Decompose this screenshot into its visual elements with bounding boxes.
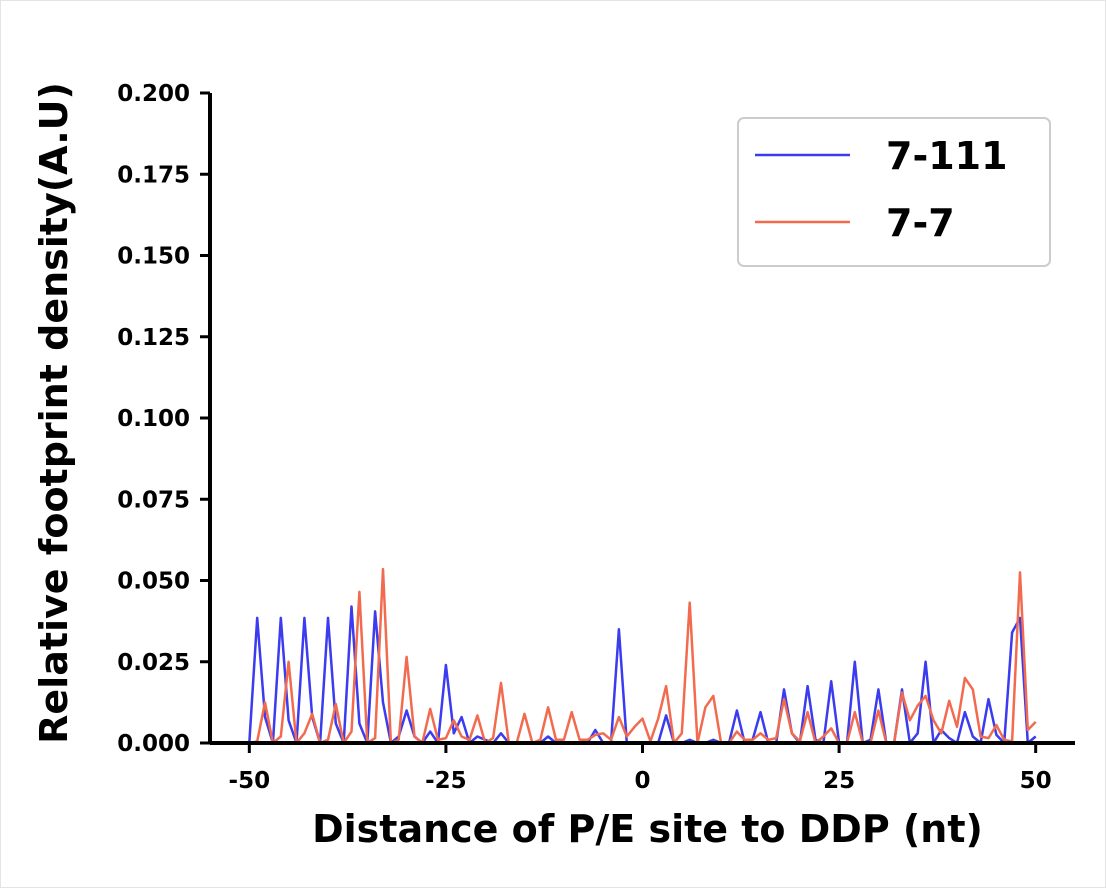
x-tick-label: 50 — [1020, 768, 1052, 794]
x-tick-label: -25 — [425, 768, 467, 794]
y-tick-label: 0.050 — [117, 569, 190, 595]
y-axis-label: Relative footprint density(A.U) — [32, 82, 76, 744]
x-axis-label: Distance of P/E site to DDP (nt) — [312, 807, 983, 851]
legend-label-7-7: 7-7 — [886, 201, 955, 245]
legend-label-7-111: 7-111 — [886, 134, 1008, 178]
series-line-7-7 — [249, 567, 1037, 745]
y-tick-label: 0.200 — [117, 81, 190, 107]
x-tick-label: 0 — [634, 768, 650, 794]
y-tick-label: 0.125 — [117, 325, 190, 351]
y-tick-label: 0.075 — [117, 487, 190, 513]
y-axis-ticks: 0.000 0.025 0.050 0.075 0.100 0.125 0.150 0.175… — [117, 81, 210, 757]
y-tick-label: 0.025 — [117, 650, 190, 676]
x-tick-label: 25 — [823, 768, 855, 794]
y-tick-label: 0.100 — [117, 406, 190, 432]
y-tick-label: 0.175 — [117, 162, 190, 188]
y-tick-label: 0.000 — [117, 731, 190, 757]
x-tick-label: -50 — [229, 768, 271, 794]
y-tick-label: 0.150 — [117, 244, 190, 270]
legend: 7-111 7-7 — [737, 117, 1051, 267]
